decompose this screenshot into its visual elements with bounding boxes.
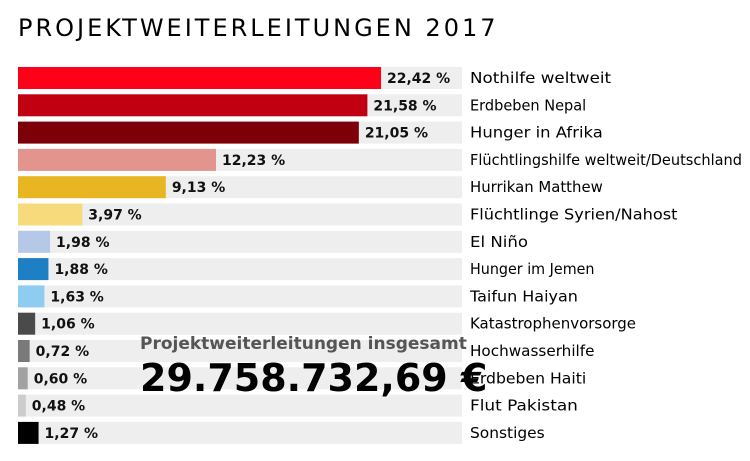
total-value: 29.758.732,69 € [140, 356, 488, 400]
value-label: 1,27 % [45, 426, 98, 442]
category-label: Flut Pakistan [470, 397, 578, 415]
bar [18, 230, 51, 253]
bar [18, 285, 45, 308]
category-label: El Niño [470, 233, 528, 251]
value-label: 0,72 % [36, 344, 89, 360]
category-label: Hunger in Afrika [470, 124, 603, 142]
value-label: 12,23 % [222, 153, 285, 169]
bar [18, 367, 28, 390]
value-label: 1,06 % [41, 317, 94, 333]
bar-track [18, 258, 462, 281]
value-label: 22,42 % [387, 71, 450, 87]
value-label: 1,98 % [56, 235, 109, 251]
bar-track [18, 340, 462, 362]
value-label: 1,63 % [50, 289, 103, 305]
value-label: 3,97 % [88, 208, 141, 224]
category-label: Nothilfe weltweit [470, 69, 611, 87]
category-label: Erdbeben Nepal [470, 96, 586, 114]
bar [18, 258, 49, 281]
value-label: 0,60 % [34, 371, 87, 387]
chart-title: PROJEKTWEITERLEITUNGEN 2017 [18, 14, 499, 42]
bar [18, 121, 359, 144]
category-label: Flüchtlingshilfe weltweit/Deutschland [470, 151, 742, 169]
category-label: Hunger im Jemen [470, 260, 595, 278]
value-label: 21,58 % [373, 98, 436, 114]
bar-track [18, 421, 462, 444]
total-label: Projektweiterleitungen insgesamt [140, 334, 467, 354]
bar-track [18, 367, 462, 390]
value-label: 0,48 % [32, 399, 85, 415]
category-label: Flüchtlinge Syrien/Nahost [470, 206, 678, 224]
bar [18, 421, 39, 444]
value-label: 9,13 % [172, 180, 225, 196]
category-label: Hochwasserhilfe [470, 342, 595, 360]
bar-track [18, 312, 462, 335]
category-label: Hurrikan Matthew [470, 178, 603, 196]
category-label: Taifun Haiyan [469, 287, 578, 305]
bar [18, 148, 217, 171]
bar [18, 176, 166, 199]
bar [18, 203, 83, 226]
value-label: 21,05 % [365, 126, 428, 142]
bar-track [18, 203, 462, 226]
bar [18, 340, 30, 362]
bar [18, 67, 381, 89]
value-label: 1,88 % [54, 262, 107, 278]
bar-track [18, 230, 462, 253]
bar [18, 94, 368, 117]
category-label: Katastrophenvorsorge [470, 315, 636, 333]
category-label: Sonstiges [470, 424, 545, 442]
bar [18, 394, 26, 417]
bar [18, 312, 36, 335]
category-label: Erdbeben Haiti [470, 369, 586, 387]
bar-track [18, 285, 462, 308]
bar-track [18, 394, 462, 417]
